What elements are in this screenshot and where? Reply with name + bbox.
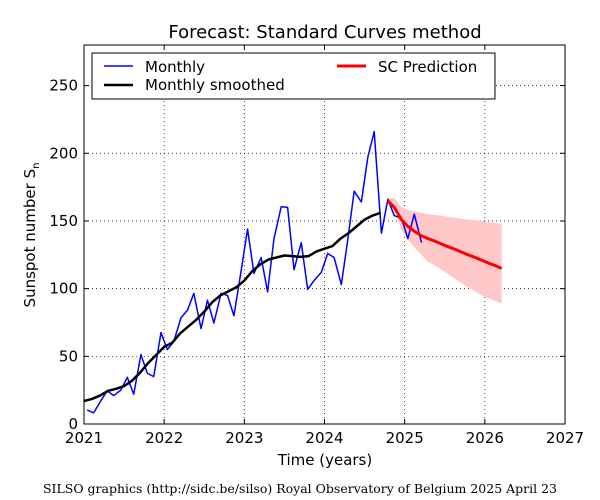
x-tick-label: 2026 — [466, 429, 504, 447]
y-tick-label: 50 — [59, 347, 78, 365]
x-axis-label: Time (years) — [277, 451, 372, 469]
legend-label-prediction: SC Prediction — [378, 58, 477, 76]
x-tick-label: 2024 — [305, 429, 343, 447]
series-line-monthly — [86, 130, 423, 414]
series-line-smoothed — [83, 211, 382, 403]
footer-credit: SILSO graphics (http://sidc.be/silso) Ro… — [42, 481, 558, 496]
y-axis-label-main: Sunspot number S — [21, 169, 39, 308]
y-tick-label: 200 — [49, 144, 78, 162]
y-tick-label: 250 — [49, 77, 78, 95]
x-tick-label: 2023 — [225, 429, 263, 447]
x-tick-label: 2021 — [65, 429, 103, 447]
x-tick-label: 2027 — [546, 429, 584, 447]
y-tick-label: 0 — [68, 415, 78, 433]
series-line-prediction — [386, 199, 503, 270]
legend-label-monthly: Monthly — [145, 58, 205, 76]
y-axis-label: Sunspot number Sn — [21, 163, 42, 308]
axis-ticks: 2021 2022 2023 2024 2025 2026 2027 0 50 100 150 200… — [49, 45, 584, 447]
chart-title: Forecast: Standard Curves method — [168, 22, 481, 43]
y-tick-label: 100 — [49, 280, 78, 298]
legend-box — [91, 52, 496, 100]
legend-label-smoothed: Monthly smoothed — [145, 76, 285, 94]
legend: Monthly Monthly smoothed SC Prediction — [91, 52, 496, 100]
y-axis-label-subscript: n — [31, 163, 42, 169]
x-tick-label: 2025 — [386, 429, 424, 447]
y-tick-label: 150 — [49, 212, 78, 230]
series-lines — [83, 130, 503, 414]
x-tick-label: 2022 — [145, 429, 183, 447]
